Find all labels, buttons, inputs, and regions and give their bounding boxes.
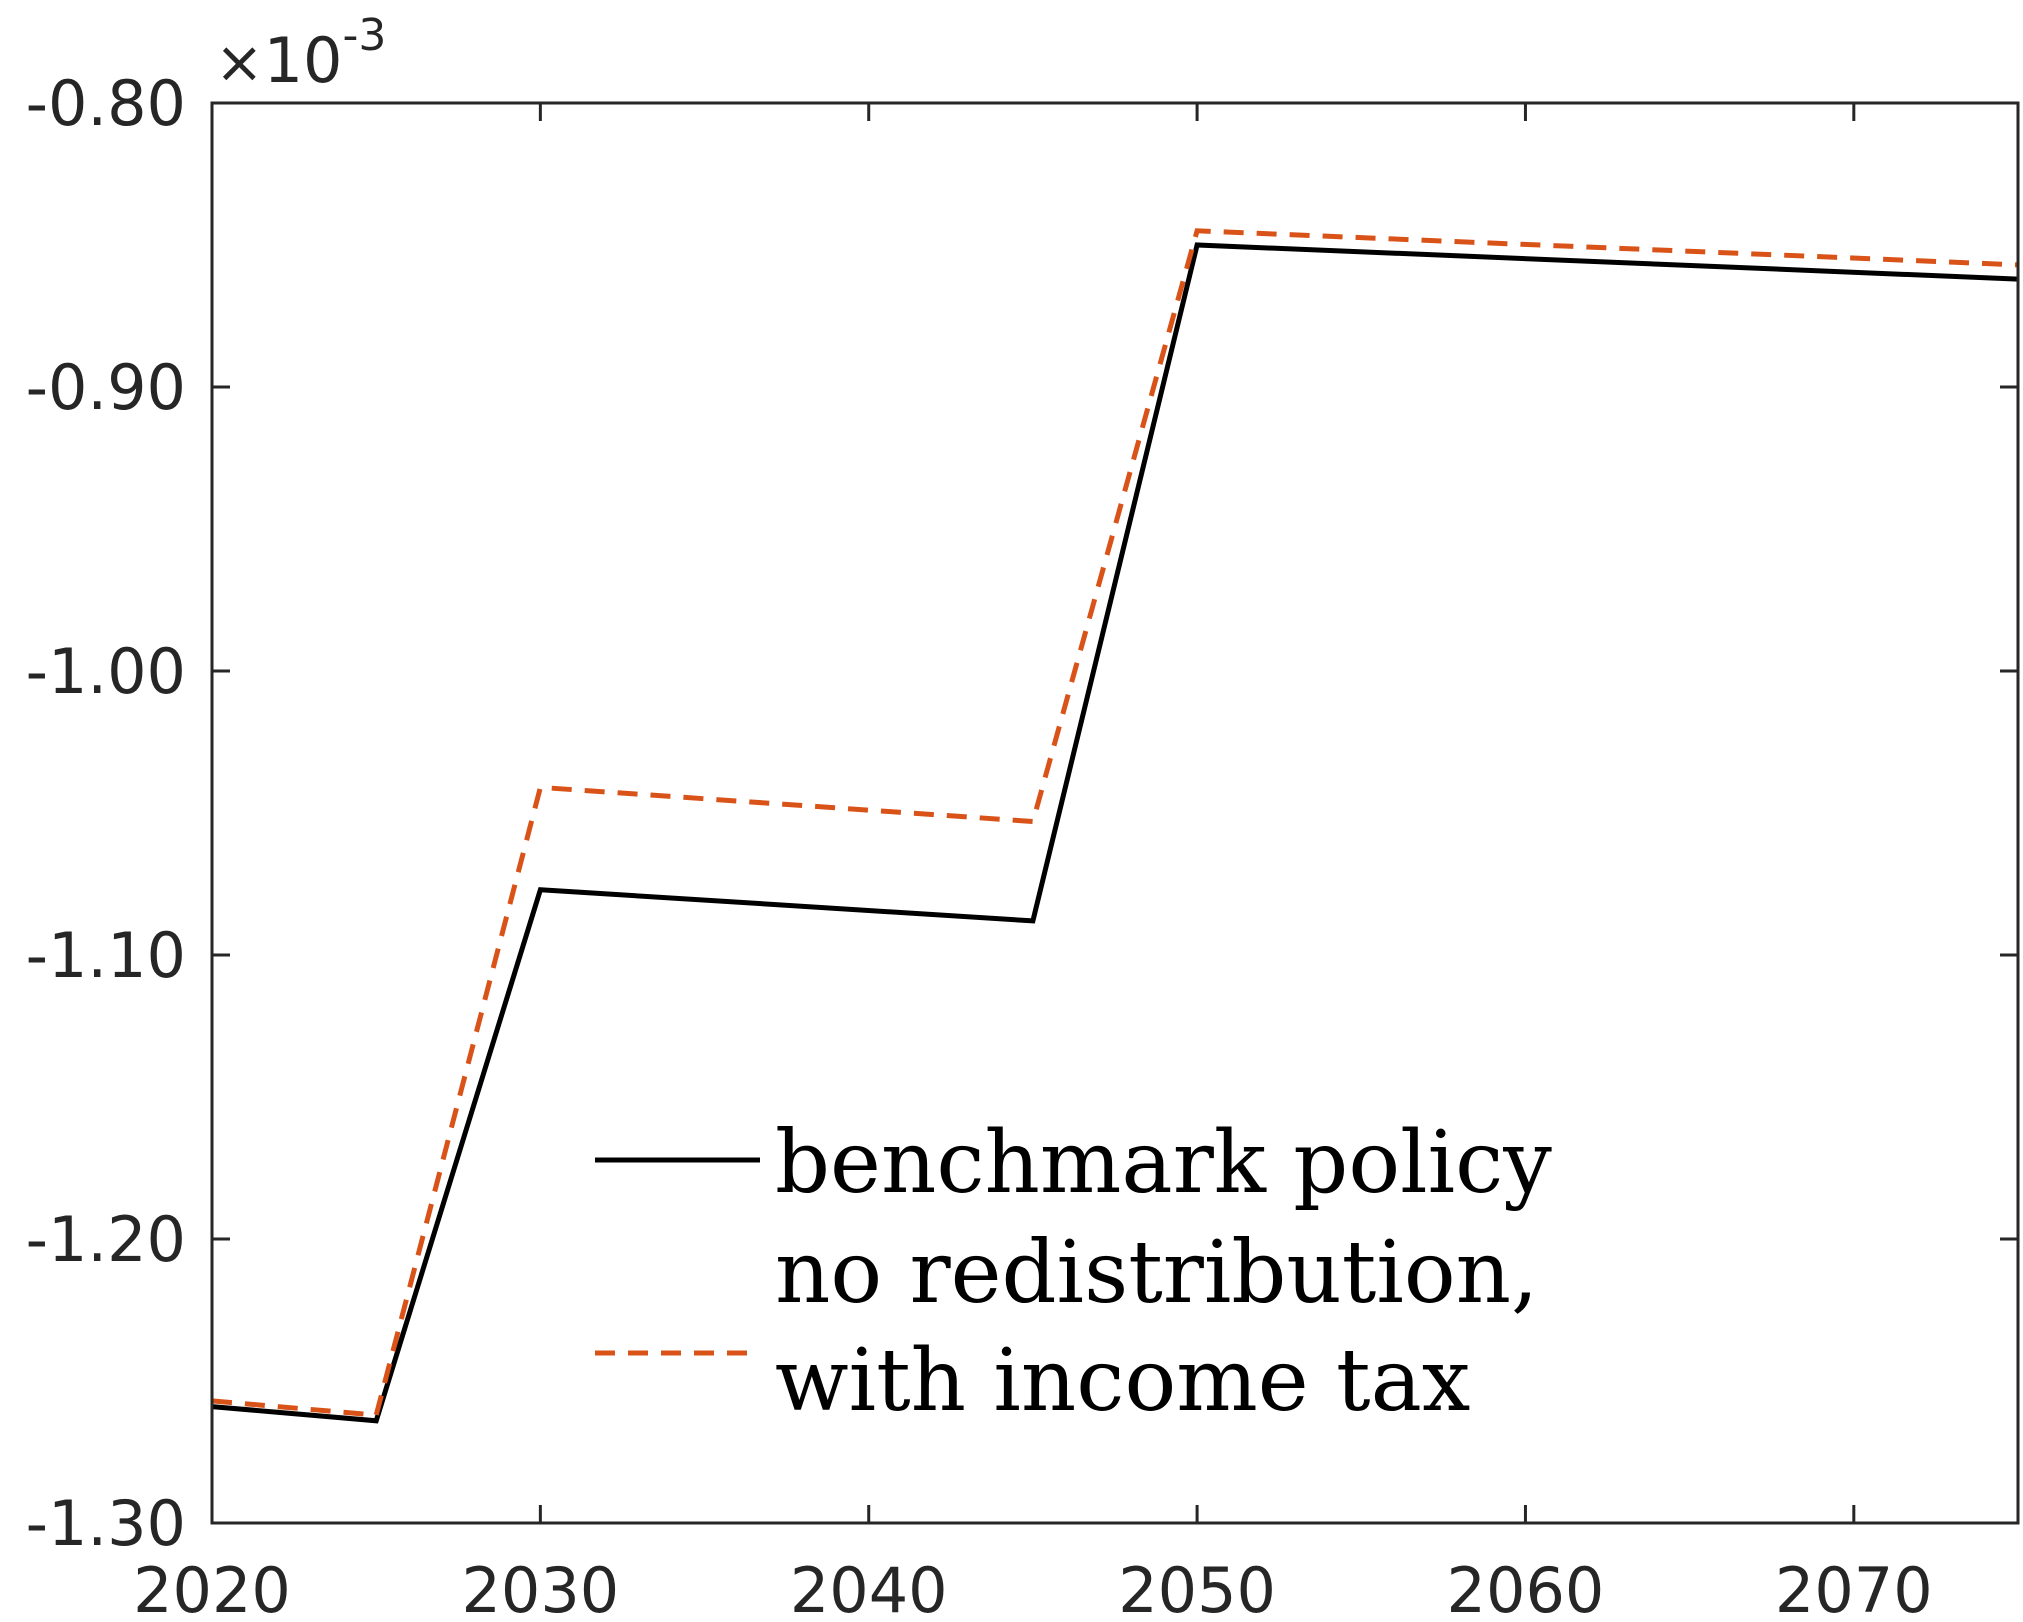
y-tick-label-0: -0.80 bbox=[26, 67, 186, 140]
y-tick-label-5: -1.30 bbox=[26, 1487, 186, 1560]
y-tick-label-1: -0.90 bbox=[26, 351, 186, 424]
x-axis-tick-labels: 2020 2030 2040 2050 2060 2070 bbox=[133, 1554, 1933, 1622]
y-axis-multiplier: ×10-3 bbox=[215, 10, 386, 97]
x-tick-label-5: 2070 bbox=[1775, 1554, 1933, 1622]
y-axis-multiplier-times: × bbox=[215, 28, 264, 96]
x-tick-label-1: 2030 bbox=[461, 1554, 619, 1622]
x-tick-label-4: 2060 bbox=[1447, 1554, 1605, 1622]
y-axis-multiplier-base: 10 bbox=[264, 24, 343, 97]
y-axis-tick-labels: -0.80 -0.90 -1.00 -1.10 -1.20 -1.30 bbox=[26, 67, 186, 1560]
legend-label-1-0: no redistribution, bbox=[775, 1223, 1538, 1323]
legend-label-0-0: benchmark policy bbox=[775, 1113, 1552, 1213]
y-tick-label-3: -1.10 bbox=[26, 919, 186, 992]
x-tick-label-3: 2050 bbox=[1118, 1554, 1276, 1622]
y-tick-label-2: -1.00 bbox=[26, 635, 186, 708]
series-line-0 bbox=[211, 242, 2019, 1424]
series-layer bbox=[211, 228, 2019, 1424]
y-axis-multiplier-exponent: -3 bbox=[343, 10, 387, 61]
x-tick-label-2: 2040 bbox=[790, 1554, 948, 1622]
legend-label-1-1: with income tax bbox=[775, 1331, 1470, 1431]
x-tick-label-0: 2020 bbox=[133, 1554, 291, 1622]
series-line-1 bbox=[211, 228, 2019, 1418]
plot-area-frame bbox=[210, 101, 2020, 1525]
y-tick-label-4: -1.20 bbox=[26, 1203, 186, 1276]
